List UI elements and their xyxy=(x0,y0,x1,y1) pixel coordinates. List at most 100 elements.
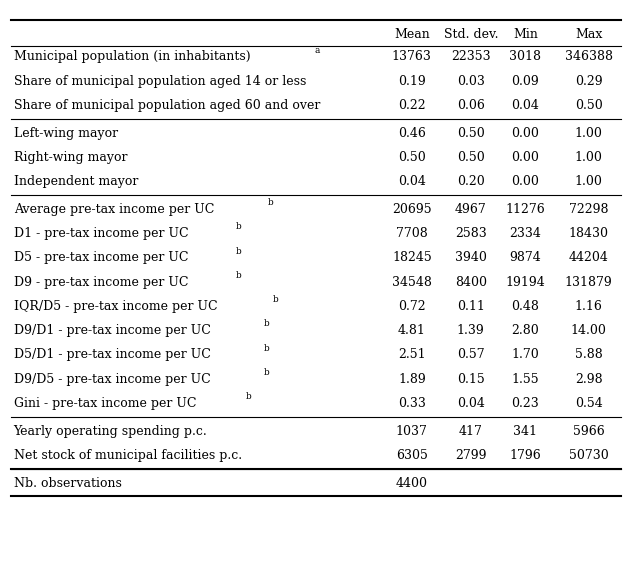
Text: 0.06: 0.06 xyxy=(457,99,485,112)
Text: 0.19: 0.19 xyxy=(398,75,426,88)
Text: 44204: 44204 xyxy=(569,251,609,265)
Text: 0.23: 0.23 xyxy=(512,397,539,410)
Text: 4.81: 4.81 xyxy=(398,324,426,337)
Text: Share of municipal population aged 60 and over: Share of municipal population aged 60 an… xyxy=(14,99,320,112)
Text: 13763: 13763 xyxy=(392,50,432,63)
Text: Average pre-tax income per UC: Average pre-tax income per UC xyxy=(14,203,214,216)
Text: 4967: 4967 xyxy=(455,203,487,216)
Text: 131879: 131879 xyxy=(565,276,613,288)
Text: 0.22: 0.22 xyxy=(398,99,426,112)
Text: b: b xyxy=(236,271,241,280)
Text: 1.16: 1.16 xyxy=(575,300,603,313)
Text: 0.57: 0.57 xyxy=(457,349,485,361)
Text: b: b xyxy=(264,319,270,328)
Text: 1.39: 1.39 xyxy=(457,324,485,337)
Text: 0.54: 0.54 xyxy=(575,397,603,410)
Text: 6305: 6305 xyxy=(396,449,428,462)
Text: 18430: 18430 xyxy=(569,227,609,240)
Text: a: a xyxy=(314,46,320,54)
Text: 0.00: 0.00 xyxy=(512,127,539,140)
Text: 3940: 3940 xyxy=(455,251,487,265)
Text: D9/D1 - pre-tax income per UC: D9/D1 - pre-tax income per UC xyxy=(14,324,211,337)
Text: 417: 417 xyxy=(459,425,483,437)
Text: 1.00: 1.00 xyxy=(575,175,603,188)
Text: Nb. observations: Nb. observations xyxy=(14,477,122,489)
Text: 9874: 9874 xyxy=(510,251,541,265)
Text: b: b xyxy=(268,198,274,207)
Text: 1.70: 1.70 xyxy=(512,349,539,361)
Text: 14.00: 14.00 xyxy=(571,324,607,337)
Text: 1.55: 1.55 xyxy=(512,373,539,385)
Text: Net stock of municipal facilities p.c.: Net stock of municipal facilities p.c. xyxy=(14,449,242,462)
Text: 2.51: 2.51 xyxy=(398,349,426,361)
Text: 0.15: 0.15 xyxy=(457,373,485,385)
Text: 2.98: 2.98 xyxy=(575,373,603,385)
Text: 0.33: 0.33 xyxy=(398,397,426,410)
Text: 0.50: 0.50 xyxy=(457,127,485,140)
Text: 18245: 18245 xyxy=(392,251,431,265)
Text: Mean: Mean xyxy=(394,28,429,41)
Text: Municipal population (in inhabitants): Municipal population (in inhabitants) xyxy=(14,50,250,63)
Text: 2799: 2799 xyxy=(455,449,487,462)
Text: Yearly operating spending p.c.: Yearly operating spending p.c. xyxy=(14,425,208,437)
Text: Independent mayor: Independent mayor xyxy=(14,175,138,188)
Text: b: b xyxy=(236,246,241,256)
Text: 346388: 346388 xyxy=(565,50,613,63)
Text: b: b xyxy=(246,392,251,401)
Text: 1.89: 1.89 xyxy=(398,373,426,385)
Text: 2334: 2334 xyxy=(510,227,542,240)
Text: D5/D1 - pre-tax income per UC: D5/D1 - pre-tax income per UC xyxy=(14,349,211,361)
Text: 0.50: 0.50 xyxy=(398,151,426,164)
Text: 4400: 4400 xyxy=(396,477,428,489)
Text: 0.04: 0.04 xyxy=(457,397,485,410)
Text: 11276: 11276 xyxy=(505,203,545,216)
Text: Share of municipal population aged 14 or less: Share of municipal population aged 14 or… xyxy=(14,75,306,88)
Text: 8400: 8400 xyxy=(455,276,487,288)
Text: D1 - pre-tax income per UC: D1 - pre-tax income per UC xyxy=(14,227,188,240)
Text: 0.50: 0.50 xyxy=(575,99,603,112)
Text: 0.48: 0.48 xyxy=(512,300,539,313)
Text: b: b xyxy=(264,343,270,353)
Text: b: b xyxy=(236,223,241,231)
Text: Gini - pre-tax income per UC: Gini - pre-tax income per UC xyxy=(14,397,196,410)
Text: b: b xyxy=(272,295,278,304)
Text: 72298: 72298 xyxy=(569,203,609,216)
Text: 1.00: 1.00 xyxy=(575,151,603,164)
Text: 0.46: 0.46 xyxy=(398,127,426,140)
Text: 0.04: 0.04 xyxy=(398,175,426,188)
Text: 22353: 22353 xyxy=(451,50,490,63)
Text: Std. dev.: Std. dev. xyxy=(443,28,498,41)
Text: 0.20: 0.20 xyxy=(457,175,485,188)
Text: 1.00: 1.00 xyxy=(575,127,603,140)
Text: 19194: 19194 xyxy=(505,276,545,288)
Text: D9 - pre-tax income per UC: D9 - pre-tax income per UC xyxy=(14,276,188,288)
Text: Left-wing mayor: Left-wing mayor xyxy=(14,127,118,140)
Text: Right-wing mayor: Right-wing mayor xyxy=(14,151,127,164)
Text: 0.00: 0.00 xyxy=(512,151,539,164)
Text: 7708: 7708 xyxy=(396,227,428,240)
Text: IQR/D5 - pre-tax income per UC: IQR/D5 - pre-tax income per UC xyxy=(14,300,218,313)
Text: 0.29: 0.29 xyxy=(575,75,603,88)
Text: 34548: 34548 xyxy=(392,276,432,288)
Text: 5.88: 5.88 xyxy=(575,349,603,361)
Text: b: b xyxy=(264,368,270,377)
Text: 0.00: 0.00 xyxy=(512,175,539,188)
Text: 1037: 1037 xyxy=(396,425,428,437)
Text: 0.04: 0.04 xyxy=(512,99,539,112)
Text: Min: Min xyxy=(513,28,538,41)
Text: 20695: 20695 xyxy=(392,203,431,216)
Text: 2583: 2583 xyxy=(455,227,487,240)
Text: D9/D5 - pre-tax income per UC: D9/D5 - pre-tax income per UC xyxy=(14,373,211,385)
Text: 1796: 1796 xyxy=(510,449,541,462)
Text: D5 - pre-tax income per UC: D5 - pre-tax income per UC xyxy=(14,251,188,265)
Text: 3018: 3018 xyxy=(510,50,542,63)
Text: 0.50: 0.50 xyxy=(457,151,485,164)
Text: 0.09: 0.09 xyxy=(512,75,539,88)
Text: 2.80: 2.80 xyxy=(512,324,539,337)
Text: 50730: 50730 xyxy=(569,449,609,462)
Text: 0.03: 0.03 xyxy=(457,75,485,88)
Text: 5966: 5966 xyxy=(573,425,604,437)
Text: 0.11: 0.11 xyxy=(457,300,485,313)
Text: 341: 341 xyxy=(514,425,537,437)
Text: 0.72: 0.72 xyxy=(398,300,426,313)
